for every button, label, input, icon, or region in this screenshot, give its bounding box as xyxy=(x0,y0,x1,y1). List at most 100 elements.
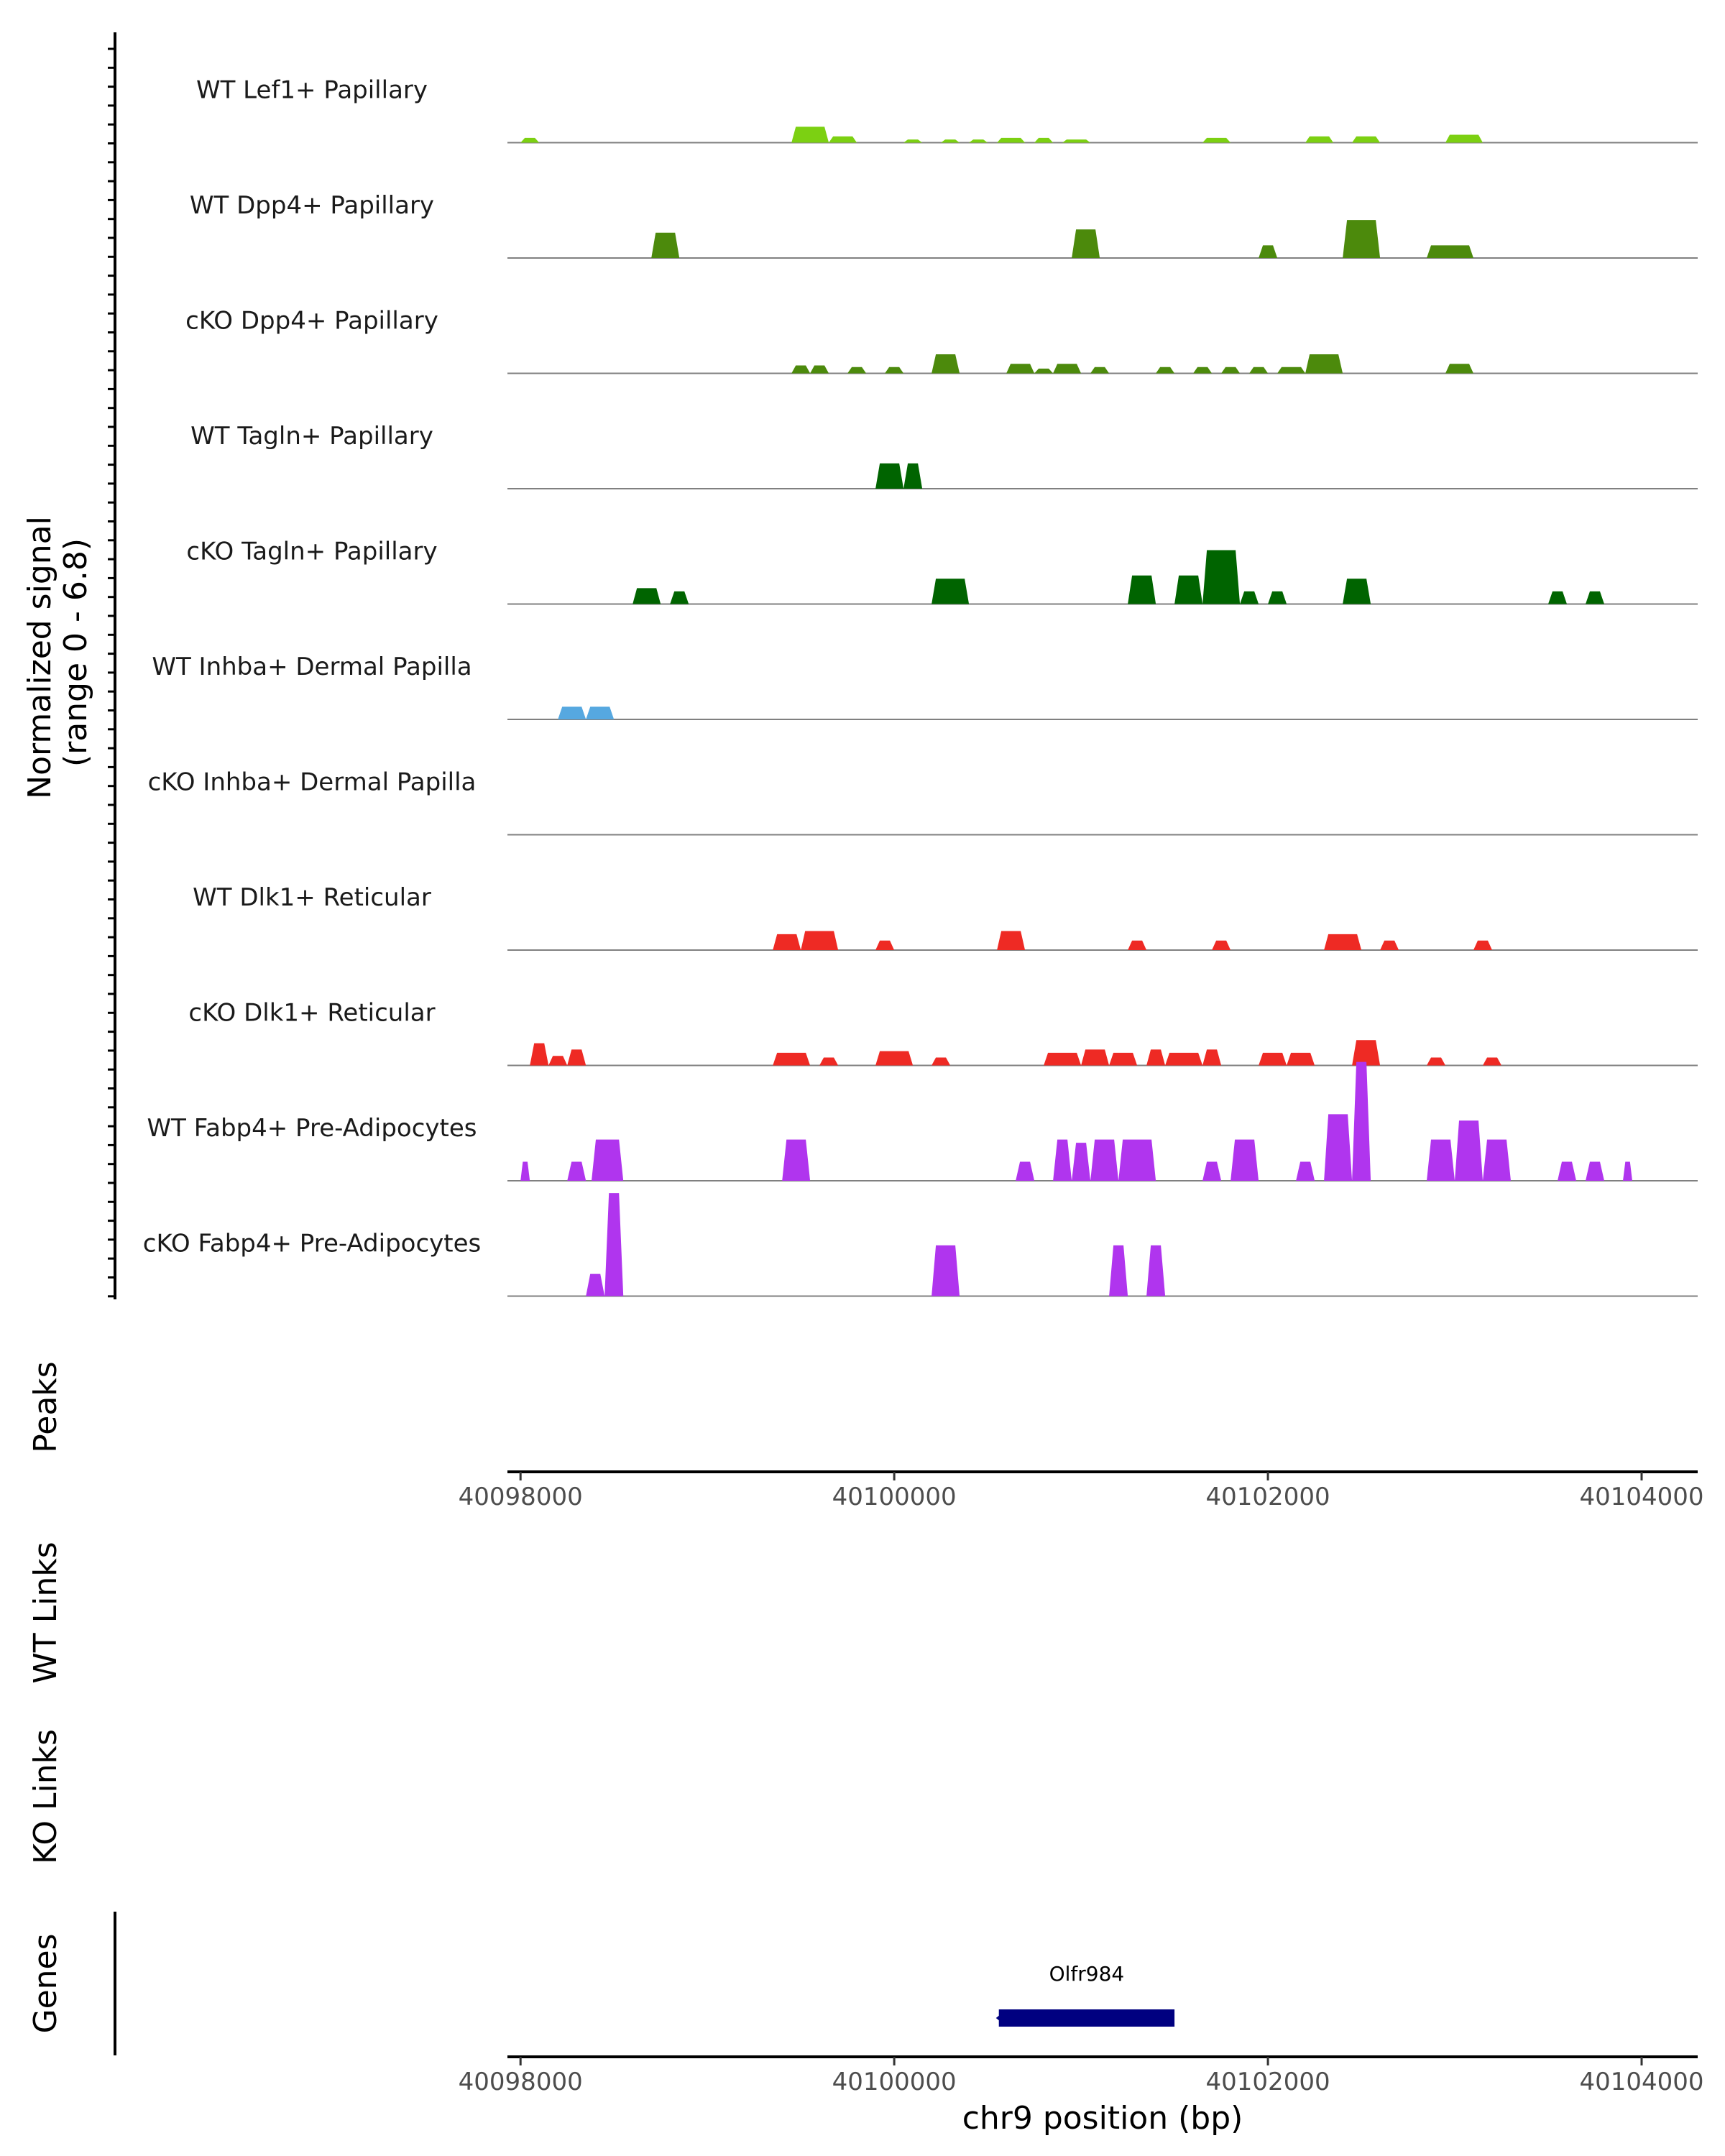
signal-peak xyxy=(548,1056,568,1066)
signal-peak xyxy=(1128,940,1147,950)
signal-peak xyxy=(1296,1161,1315,1181)
track: WT Fabp4+ Pre-Adipocytes xyxy=(147,1061,1698,1181)
signal-peak xyxy=(1165,1052,1203,1066)
track-label: cKO Dlk1+ Reticular xyxy=(188,999,435,1028)
signal-peak xyxy=(1202,550,1241,604)
x-tick-label: 40102000 xyxy=(1206,1483,1330,1511)
signal-peak xyxy=(932,1057,951,1066)
gene-label: Olfr984 xyxy=(1049,1962,1125,1986)
signal-peak xyxy=(530,1043,549,1066)
signal-peak xyxy=(969,139,988,143)
signal-peak xyxy=(1343,579,1371,604)
x-axis-title: chr9 position (bp) xyxy=(962,2100,1243,2137)
signal-peak xyxy=(1072,1143,1091,1181)
x-tick-label: 40098000 xyxy=(459,2068,583,2096)
signal-peak xyxy=(997,931,1026,950)
signal-peak xyxy=(885,367,904,374)
signal-peak xyxy=(997,137,1026,143)
signal-peak xyxy=(1548,591,1567,604)
signal-peak xyxy=(1193,367,1213,374)
signal-peak xyxy=(1259,1052,1287,1066)
signal-peak xyxy=(1202,137,1231,143)
signal-peak xyxy=(1277,367,1306,374)
signal-peak xyxy=(1445,134,1483,143)
signal-peak xyxy=(1156,367,1175,374)
signal-peak xyxy=(941,139,960,143)
signal-peak xyxy=(592,1139,624,1181)
peaks-x-axis: 40098000 40100000 40102000 40104000 xyxy=(459,1470,1704,1511)
signal-peak xyxy=(1586,1161,1604,1181)
gene-track: Olfr984 xyxy=(995,1962,1175,2027)
signal-peak xyxy=(1053,364,1082,374)
signal-peak xyxy=(1044,1052,1082,1066)
signal-peak xyxy=(1202,1049,1222,1066)
signal-peak xyxy=(801,931,839,950)
signal-peak xyxy=(791,126,829,143)
signal-peak xyxy=(819,1057,839,1066)
track: WT Dlk1+ Reticular xyxy=(193,883,1698,951)
signal-peak xyxy=(875,940,895,950)
track-label: cKO Tagln+ Papillary xyxy=(186,538,437,566)
signal-peak xyxy=(1427,245,1473,258)
signal-peak xyxy=(520,137,540,143)
track-label: cKO Fabp4+ Pre-Adipocytes xyxy=(143,1230,482,1258)
x-tick-label: 40104000 xyxy=(1579,2068,1703,2096)
signal-peak xyxy=(847,367,867,374)
signal-peak xyxy=(1305,136,1334,143)
signal-peak xyxy=(1352,136,1381,143)
signal-peak xyxy=(567,1049,586,1066)
x-tick-label: 40100000 xyxy=(832,2068,957,2096)
signal-peak xyxy=(1128,575,1156,604)
signal-peak xyxy=(1287,1052,1315,1066)
signal-peak xyxy=(903,139,923,143)
y-axis-title-line1: Normalized signal xyxy=(22,516,58,799)
signal-peak xyxy=(1352,1040,1381,1066)
signal-peak xyxy=(1343,220,1381,258)
signal-peak xyxy=(875,1051,914,1066)
signal-y-axis xyxy=(108,32,116,1299)
signal-peak xyxy=(1034,137,1054,143)
signal-peak xyxy=(1053,1139,1072,1181)
signal-peak xyxy=(829,136,857,143)
signal-peak xyxy=(1062,139,1091,143)
signal-tracks: WT Lef1+ Papillary WT Dpp4+ Papillary cKO … xyxy=(143,76,1698,1297)
signal-peak xyxy=(773,1052,811,1066)
signal-peak xyxy=(875,463,904,489)
signal-peak xyxy=(1230,1139,1259,1181)
track-label: cKO Inhba+ Dermal Papilla xyxy=(148,768,477,797)
signal-peak xyxy=(1146,1245,1166,1296)
signal-peak xyxy=(1146,1049,1166,1066)
track: cKO Inhba+ Dermal Papilla xyxy=(148,768,1698,836)
signal-peak xyxy=(782,1139,811,1181)
signal-peak xyxy=(1240,591,1259,604)
signal-peak xyxy=(1259,245,1278,258)
signal-peak xyxy=(1072,229,1100,258)
track-label: WT Fabp4+ Pre-Adipocytes xyxy=(147,1114,477,1143)
signal-peak xyxy=(1090,1139,1119,1181)
x-tick-label: 40104000 xyxy=(1579,1483,1703,1511)
signal-peak xyxy=(520,1161,530,1181)
signal-peak xyxy=(1324,1114,1353,1181)
signal-peak xyxy=(1081,1049,1110,1066)
signal-peak xyxy=(1016,1161,1035,1181)
gene-body[interactable] xyxy=(998,2009,1175,2027)
signal-peak xyxy=(1483,1057,1501,1066)
signal-peak xyxy=(604,1193,624,1296)
signal-peak xyxy=(1483,1139,1511,1181)
signal-peak xyxy=(791,365,811,374)
signal-peak xyxy=(810,365,829,374)
signal-peak xyxy=(1380,940,1399,950)
signal-peak xyxy=(651,232,680,258)
signal-peak xyxy=(567,1161,586,1181)
signal-peak xyxy=(1118,1139,1156,1181)
y-axis-title-line2: (range 0 - 6.8) xyxy=(58,538,94,767)
track-label: WT Dlk1+ Reticular xyxy=(193,883,431,912)
ko-links-label: KO Links xyxy=(27,1729,64,1864)
signal-peak xyxy=(1202,1161,1222,1181)
signal-y-ticks xyxy=(108,47,115,1298)
signal-peak xyxy=(932,579,970,604)
track: WT Dpp4+ Papillary xyxy=(190,191,1698,259)
signal-peak xyxy=(1445,364,1473,374)
peaks-label: Peaks xyxy=(27,1361,64,1452)
